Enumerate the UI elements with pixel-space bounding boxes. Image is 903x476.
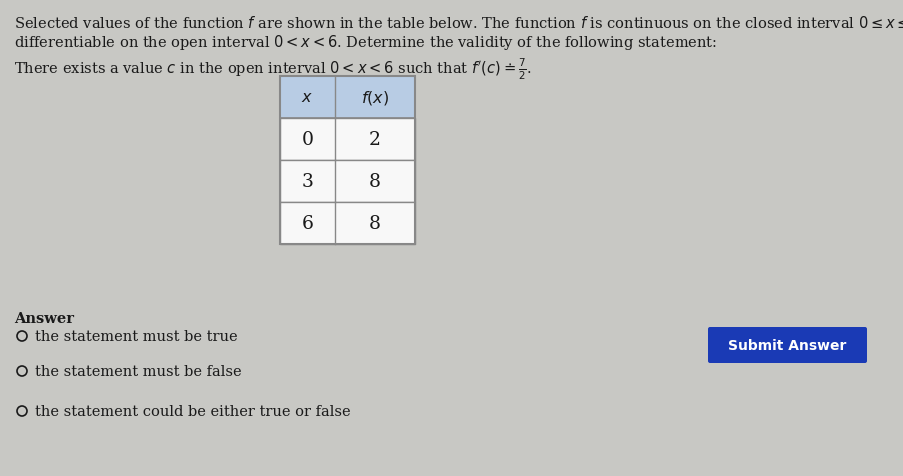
Text: 6: 6 xyxy=(302,215,313,232)
Bar xyxy=(280,119,414,161)
Text: the statement must be false: the statement must be false xyxy=(35,364,241,378)
Bar xyxy=(280,203,414,245)
Text: $x$: $x$ xyxy=(302,89,313,106)
FancyBboxPatch shape xyxy=(707,327,866,363)
Text: There exists a value $c$ in the open interval $0 < x < 6$ such that $f'(c) \dote: There exists a value $c$ in the open int… xyxy=(14,57,531,82)
Text: $f(x)$: $f(x)$ xyxy=(360,89,388,107)
Bar xyxy=(280,77,414,245)
Bar xyxy=(280,161,414,203)
Text: 8: 8 xyxy=(368,173,380,190)
Text: Answer: Answer xyxy=(14,311,74,325)
Text: 3: 3 xyxy=(302,173,313,190)
Text: Submit Answer: Submit Answer xyxy=(728,338,846,352)
Text: Selected values of the function $f$ are shown in the table below. The function $: Selected values of the function $f$ are … xyxy=(14,15,903,31)
Text: 0: 0 xyxy=(302,131,313,149)
Text: differentiable on the open interval $0 < x < 6$. Determine the validity of the f: differentiable on the open interval $0 <… xyxy=(14,33,716,52)
Text: 2: 2 xyxy=(368,131,380,149)
Text: 8: 8 xyxy=(368,215,380,232)
Bar xyxy=(280,77,414,119)
Text: the statement must be true: the statement must be true xyxy=(35,329,237,343)
Text: the statement could be either true or false: the statement could be either true or fa… xyxy=(35,404,350,418)
